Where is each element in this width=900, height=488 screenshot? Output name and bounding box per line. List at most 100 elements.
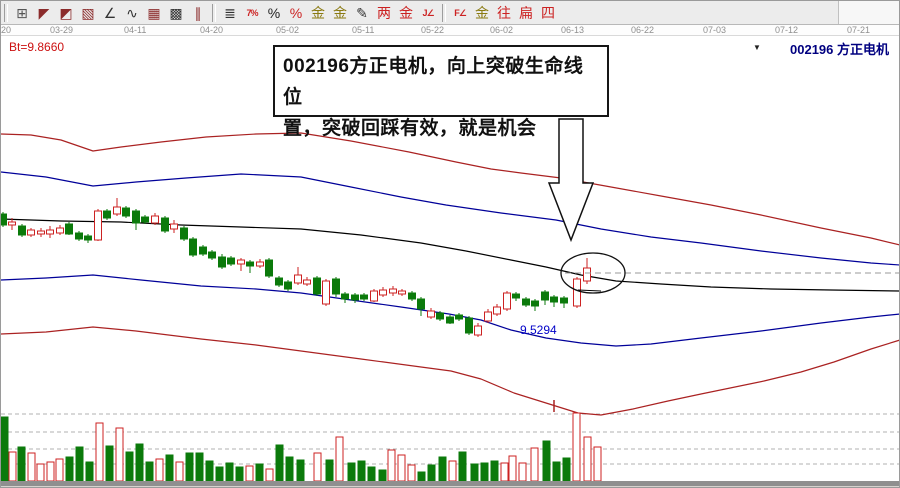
volume-bar	[542, 440, 551, 482]
annotation-line-1: 002196方正电机，向上突破生命线位	[283, 56, 584, 108]
candle-body	[583, 267, 591, 282]
date-tick-label: 20	[1, 25, 12, 35]
volume-bar	[438, 456, 447, 482]
volume-bar	[480, 462, 489, 482]
volume-bar	[387, 449, 396, 482]
candle-body	[484, 311, 492, 322]
stock-code-title: 002196 方正电机	[790, 42, 889, 57]
volume-bar	[175, 461, 184, 482]
candle-body	[284, 281, 292, 290]
candle-body	[189, 238, 197, 256]
date-tick-label: 07-03	[703, 25, 727, 35]
volume-bar	[27, 452, 36, 482]
candle-body	[531, 300, 539, 307]
candle-body	[122, 207, 130, 217]
volume-bar	[407, 464, 416, 482]
candle-body	[18, 225, 26, 236]
horizontal-scrollbar[interactable]	[1, 481, 899, 486]
measure-box-icon[interactable]: ⊞	[16, 4, 28, 21]
candle-body	[8, 221, 16, 226]
percent-trend-icon[interactable]: 7%	[246, 7, 258, 18]
candle-body	[332, 278, 340, 295]
ray-fan-icon[interactable]: ◤	[38, 4, 50, 21]
candle-body	[341, 293, 349, 300]
volume-bar	[427, 464, 436, 482]
date-tick-label: 07-12	[775, 25, 799, 35]
date-tick-label: 03-29	[50, 25, 74, 35]
volume-bar	[205, 460, 214, 482]
si-angle-icon[interactable]: 四	[541, 4, 555, 21]
j-angle-icon[interactable]: J∠	[422, 7, 434, 18]
candle-body	[541, 291, 549, 301]
volume-bar	[448, 460, 457, 482]
volume-bar	[313, 452, 322, 482]
fan-box-icon[interactable]: ▧	[81, 4, 95, 21]
volume-bar	[55, 458, 64, 482]
trend-angle-icon[interactable]: ∠	[103, 4, 117, 21]
candle-body	[246, 261, 254, 267]
grid-arrow-icon[interactable]: ▩	[169, 4, 183, 21]
candle-body	[351, 294, 359, 301]
candle-body	[398, 290, 406, 295]
volume-bar	[155, 458, 164, 482]
volume-bar	[235, 466, 244, 482]
candle-body	[573, 278, 581, 307]
candle-body	[474, 325, 482, 336]
percent-box-icon[interactable]: %	[289, 4, 303, 21]
zigzag-icon[interactable]: ∿	[126, 4, 138, 21]
annotation-note-box[interactable]: 002196方正电机，向上突破生命线位 置，突破回踩有效，就是机会	[273, 45, 609, 139]
volume-bar	[46, 461, 55, 482]
volume-bar	[125, 451, 134, 482]
volume-bar	[135, 443, 144, 482]
candle-body	[512, 293, 520, 299]
candle-body	[313, 277, 321, 295]
stats-bars-icon[interactable]: ≣	[224, 4, 236, 21]
candle-body	[65, 223, 73, 235]
volume-bar	[225, 462, 234, 482]
grid-icon[interactable]: ▦	[147, 4, 161, 21]
volume-bar	[367, 466, 376, 482]
parallel-lines-icon[interactable]: ∥	[194, 4, 202, 21]
toolbar-separator	[4, 3, 8, 22]
brush-icon[interactable]: ✎	[356, 4, 368, 21]
volume-bar	[552, 461, 561, 482]
candle-body	[265, 259, 273, 277]
candle-body	[94, 210, 102, 241]
volume-bar	[75, 446, 84, 482]
gold-underline-icon[interactable]: 金	[399, 4, 413, 21]
candle-body	[208, 251, 216, 259]
gann-fan-icon[interactable]: ◩	[59, 4, 73, 21]
gold-line-icon[interactable]: 金	[333, 4, 347, 21]
candle-body	[84, 235, 92, 241]
volume-bar	[593, 446, 602, 482]
candle-body	[408, 292, 416, 300]
toolbar-separator	[442, 3, 446, 22]
volume-bar	[347, 462, 356, 482]
volume-bar	[265, 468, 274, 482]
highlight-ellipse[interactable]	[560, 252, 626, 294]
double-a-icon[interactable]: 两	[377, 4, 391, 21]
candle-body	[417, 298, 425, 310]
candle-body	[465, 317, 473, 334]
bian-angle-icon[interactable]: 扁	[519, 4, 533, 21]
volume-bar	[165, 454, 174, 482]
percent-icon[interactable]: %	[267, 4, 281, 21]
candle-body	[379, 289, 387, 296]
volume-bar	[17, 446, 26, 482]
volume-bar	[490, 460, 499, 482]
down-arrow-marker[interactable]	[547, 118, 595, 243]
price-tick-segment	[577, 289, 602, 292]
f-angle-icon[interactable]: F∠	[454, 7, 467, 18]
window-bottom-edge	[1, 486, 899, 487]
volume-bar	[8, 451, 17, 482]
candle-body	[322, 280, 330, 305]
wang-angle-icon[interactable]: 往	[497, 4, 511, 21]
gold-angle-icon[interactable]: 金	[475, 4, 489, 21]
candle-body	[370, 290, 378, 302]
volume-bar	[583, 436, 592, 482]
candle-body	[227, 257, 235, 265]
candle-body	[180, 227, 188, 240]
chevron-down-icon[interactable]: ▼	[753, 43, 761, 52]
gold-circle-icon[interactable]: 金	[311, 4, 325, 21]
